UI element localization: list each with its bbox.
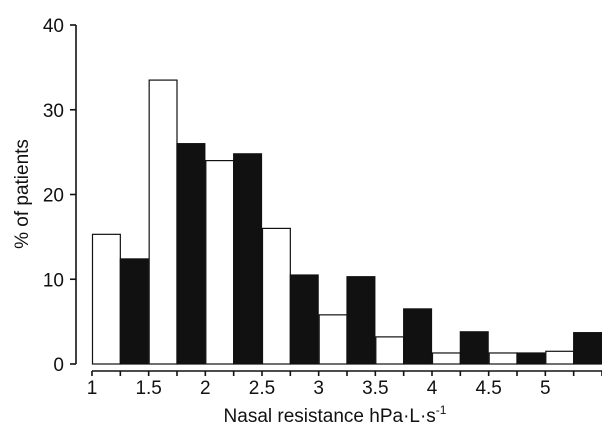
bar-series-2-bin-6 [403, 308, 433, 365]
bar-series-1-bin-7 [431, 352, 461, 365]
y-tick-label: 40 [43, 16, 64, 37]
x-axis: 1 1.5 2 2.5 3 3.5 4 4.5 5 [87, 370, 602, 399]
bar-series-2-bin-8 [516, 352, 546, 365]
bar-series-1-bin-9 [545, 350, 575, 365]
bar-series-1-bin-3 [205, 160, 235, 365]
bar-series-2-bin-1 [119, 258, 149, 365]
x-tick-label: 1.5 [135, 378, 161, 399]
bar-series-1-bin-4 [261, 227, 291, 365]
x-tick-label: 3.5 [362, 378, 388, 399]
x-tick-label: 2 [200, 378, 211, 399]
x-axis-title-superscript: -1 [436, 403, 447, 417]
x-tick-label: 1 [87, 378, 98, 399]
bar-series-2-bin-4 [289, 274, 319, 365]
bar-series-2-bin-9 [573, 332, 602, 365]
bar-series-1-bin-5 [318, 314, 348, 365]
bars-group [91, 79, 602, 365]
x-tick-label: 4.5 [475, 378, 501, 399]
x-tick-label: 4 [427, 378, 438, 399]
bar-series-2-bin-7 [459, 331, 489, 365]
y-tick-label: 30 [43, 101, 64, 122]
y-tick-label: 0 [53, 355, 64, 376]
bar-series-1-bin-1 [91, 233, 121, 365]
bar-series-1-bin-2 [148, 79, 178, 365]
x-axis-title-main: Nasal resistance hPa·L·s [224, 406, 436, 427]
x-tick-label: 5 [540, 378, 551, 399]
bar-series-2-bin-3 [233, 153, 263, 365]
bar-series-1-bin-8 [488, 352, 518, 365]
y-axis-title: % of patients [12, 139, 33, 249]
bar-series-2-bin-2 [176, 143, 206, 365]
x-axis-title: Nasal resistance hPa·L·s-1 [224, 403, 447, 427]
bar-series-2-bin-5 [346, 276, 376, 365]
y-axis: 0 10 20 30 40 [43, 16, 77, 376]
x-tick-label: 3 [313, 378, 324, 399]
bar-series-1-bin-6 [375, 336, 405, 365]
x-tick-label: 2.5 [249, 378, 275, 399]
y-tick-label: 20 [43, 186, 64, 207]
y-tick-label: 10 [43, 270, 64, 291]
